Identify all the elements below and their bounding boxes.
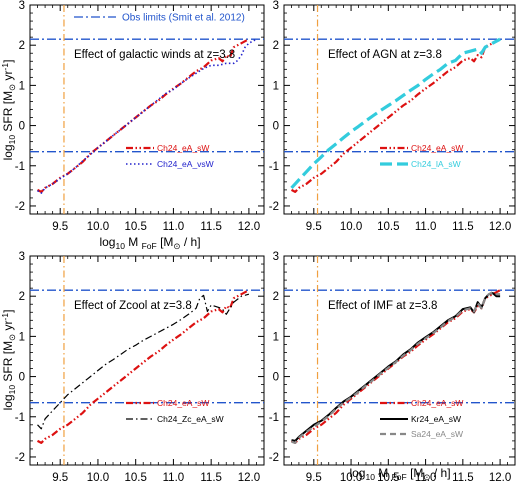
y-tick-label: -1 [15, 412, 25, 424]
y-tick-label: 0 [273, 372, 279, 384]
y-tick-label: -2 [15, 201, 25, 213]
y-tick-label: 3 [19, 0, 25, 12]
x-axis-label: log10 M FoF [M⊙ / h] [99, 235, 200, 251]
y-axis-label: log10 SFR [M⊙ yr-1] [0, 310, 17, 411]
obs-legend-text: Obs limits (Smit et al. 2012) [122, 13, 245, 24]
panel-title: Effect of Zcool at z=3.8 [74, 300, 192, 312]
y-tick-label: 2 [273, 40, 279, 52]
chart-panel-1: 9.5 10.0 10.5 11.0 11.5 12.0 -2 -1 0 1 2 3 Ch24_eA_s… [15, 0, 265, 233]
y-tick-label: -2 [269, 452, 279, 464]
x-tick-label: 10.0 [340, 472, 362, 481]
legend-label: Ch24_eA_sW [411, 143, 463, 153]
series-line-sa24-ea-sw [291, 291, 501, 444]
panel-title: Effect of AGN at z=3.8 [328, 49, 442, 61]
x-tick-label: 11.5 [452, 472, 474, 481]
x-tick-label: 10.5 [377, 221, 399, 233]
plot-frame [283, 255, 516, 466]
x-tick-label: 11.0 [163, 472, 185, 481]
series-line-ch24-ea-sw [36, 289, 250, 444]
y-tick-label: -2 [269, 201, 279, 213]
series-line-ch24-ea-sw [290, 38, 501, 193]
plot-area [284, 256, 515, 465]
y-tick-label: -2 [15, 452, 25, 464]
plot-frame [283, 4, 516, 215]
x-tick-label: 11.5 [200, 472, 222, 481]
legend-label: Ch24_eA_sW [411, 398, 463, 408]
plot-area [284, 5, 515, 214]
x-tick-label: 10.5 [124, 221, 146, 233]
legend-label: Ch24_eA_sW [157, 143, 209, 153]
x-tick-label: 12.0 [489, 221, 511, 233]
plot-area [30, 5, 264, 214]
y-tick-label: 0 [273, 121, 279, 133]
y-tick-label: 1 [19, 331, 25, 343]
x-tick-label: 9.5 [52, 221, 68, 233]
x-tick-label: 10.0 [87, 221, 109, 233]
panel-title: Effect of galactic winds at z=3.8 [74, 49, 235, 61]
legend-label: Ch24_lA_sW [411, 159, 461, 169]
legend-label: Kr24_eA_sW [411, 414, 461, 424]
chart-panel-2: 9.5 10.0 10.5 11.0 11.5 12.0 -2 -1 0 1 2 3 Ch24_eA_s… [269, 0, 516, 233]
x-tick-label: 10.0 [87, 472, 109, 481]
y-tick-label: 1 [273, 331, 279, 343]
x-tick-label: 10.0 [340, 221, 362, 233]
y-tick-label: 0 [19, 372, 25, 384]
x-tick-label: 12.0 [489, 472, 511, 481]
legend-label: Ch24_Zc_eA_sW [157, 414, 224, 424]
x-tick-label: 11.0 [415, 472, 437, 481]
plot-frame [29, 255, 265, 466]
y-axis-label: log10 SFR [M⊙ yr-1] [0, 60, 17, 161]
series-line-ch24-ea-sw [36, 38, 250, 193]
obs-limits-legend: Obs limits (Smit et al. 2012) [74, 13, 245, 24]
series-line-ch24-ea-vsw [37, 38, 257, 194]
x-tick-label: 11.5 [200, 221, 222, 233]
x-tick-label: 10.5 [124, 472, 146, 481]
y-tick-label: 3 [273, 0, 279, 12]
x-tick-label: 10.5 [377, 472, 399, 481]
panel-title: Effect of IMF at z=3.8 [328, 300, 437, 312]
y-tick-label: 2 [19, 291, 25, 303]
chart-panel-3: 9.5 10.0 10.5 11.0 11.5 12.0 -2 -1 0 1 2 3 Ch24_eA_s… [15, 251, 265, 481]
x-tick-label: 11.0 [163, 221, 185, 233]
plot-frame [29, 4, 265, 215]
x-tick-label: 11.5 [452, 221, 474, 233]
y-tick-label: 3 [19, 251, 25, 263]
y-tick-label: -1 [15, 161, 25, 173]
y-tick-label: -1 [269, 412, 279, 424]
y-tick-label: 3 [273, 251, 279, 263]
x-tick-label: 9.5 [52, 472, 68, 481]
y-tick-label: 0 [19, 121, 25, 133]
legend-label: Ch24_eA_sW [157, 398, 209, 408]
plot-area [30, 256, 264, 465]
y-tick-label: 2 [19, 40, 25, 52]
x-tick-label: 9.5 [306, 221, 322, 233]
y-tick-label: 1 [19, 80, 25, 92]
chart-panel-4: 9.5 10.0 10.5 11.0 11.5 12.0 -2 -1 0 1 2 3 Ch24_eA_s… [269, 251, 516, 481]
series-line-ch24-la-sw [290, 37, 501, 189]
legend-label: Sa24_eA_sW [411, 429, 463, 439]
y-tick-label: 2 [273, 291, 279, 303]
series-line-ch24-zc-ea-sw [37, 293, 250, 430]
x-axis-label: log10 M FoF [M⊙ / h] [349, 466, 450, 481]
y-tick-label: 1 [273, 80, 279, 92]
y-tick-label: -1 [269, 161, 279, 173]
x-tick-label: 9.5 [306, 472, 322, 481]
x-tick-label: 12.0 [238, 472, 260, 481]
x-tick-label: 12.0 [238, 221, 260, 233]
series-line-ch24-ea-sw [290, 289, 501, 444]
legend-label: Ch24_eA_vsW [157, 159, 214, 169]
x-tick-label: 11.0 [415, 221, 437, 233]
